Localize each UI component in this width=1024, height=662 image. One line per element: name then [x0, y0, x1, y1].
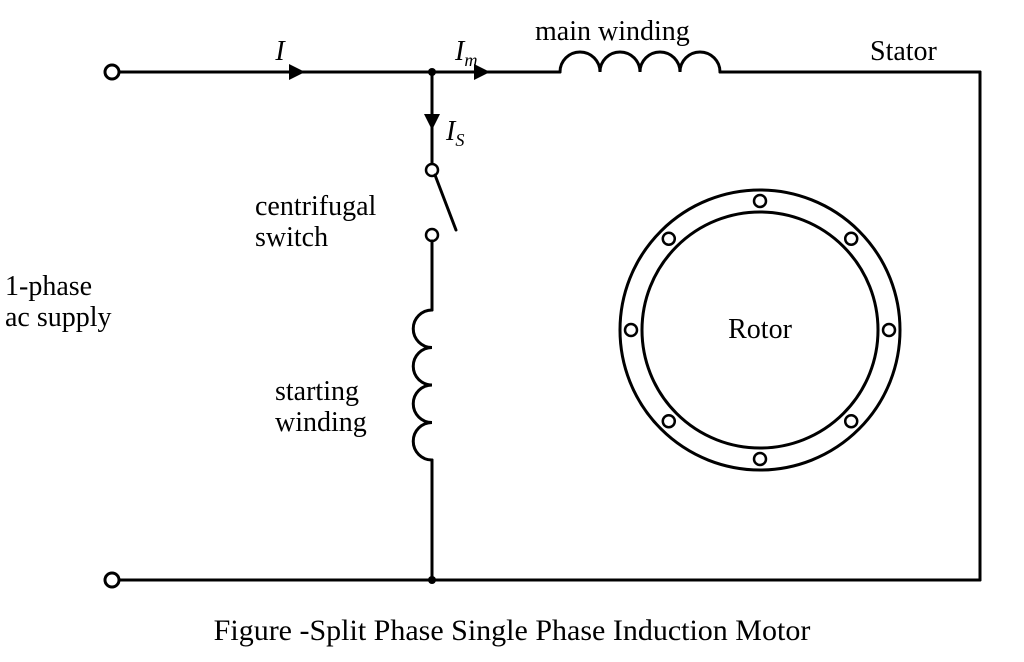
label-main-winding: main winding	[535, 16, 690, 47]
label-starting-winding: startingwinding	[275, 376, 367, 438]
label-Im: Im	[454, 36, 477, 70]
label-centrifugal-switch: centrifugalswitch	[255, 191, 376, 253]
figure-caption: Figure -Split Phase Single Phase Inducti…	[214, 614, 811, 647]
label-Is: IS	[445, 116, 464, 150]
circuit-diagram: I Im IS main winding Stator Rotor centrifugals…	[0, 0, 1024, 662]
label-stator: Stator	[870, 36, 938, 67]
label-I: I	[274, 36, 286, 67]
label-supply: 1-phaseac supply	[5, 271, 112, 333]
label-rotor: Rotor	[728, 314, 792, 345]
